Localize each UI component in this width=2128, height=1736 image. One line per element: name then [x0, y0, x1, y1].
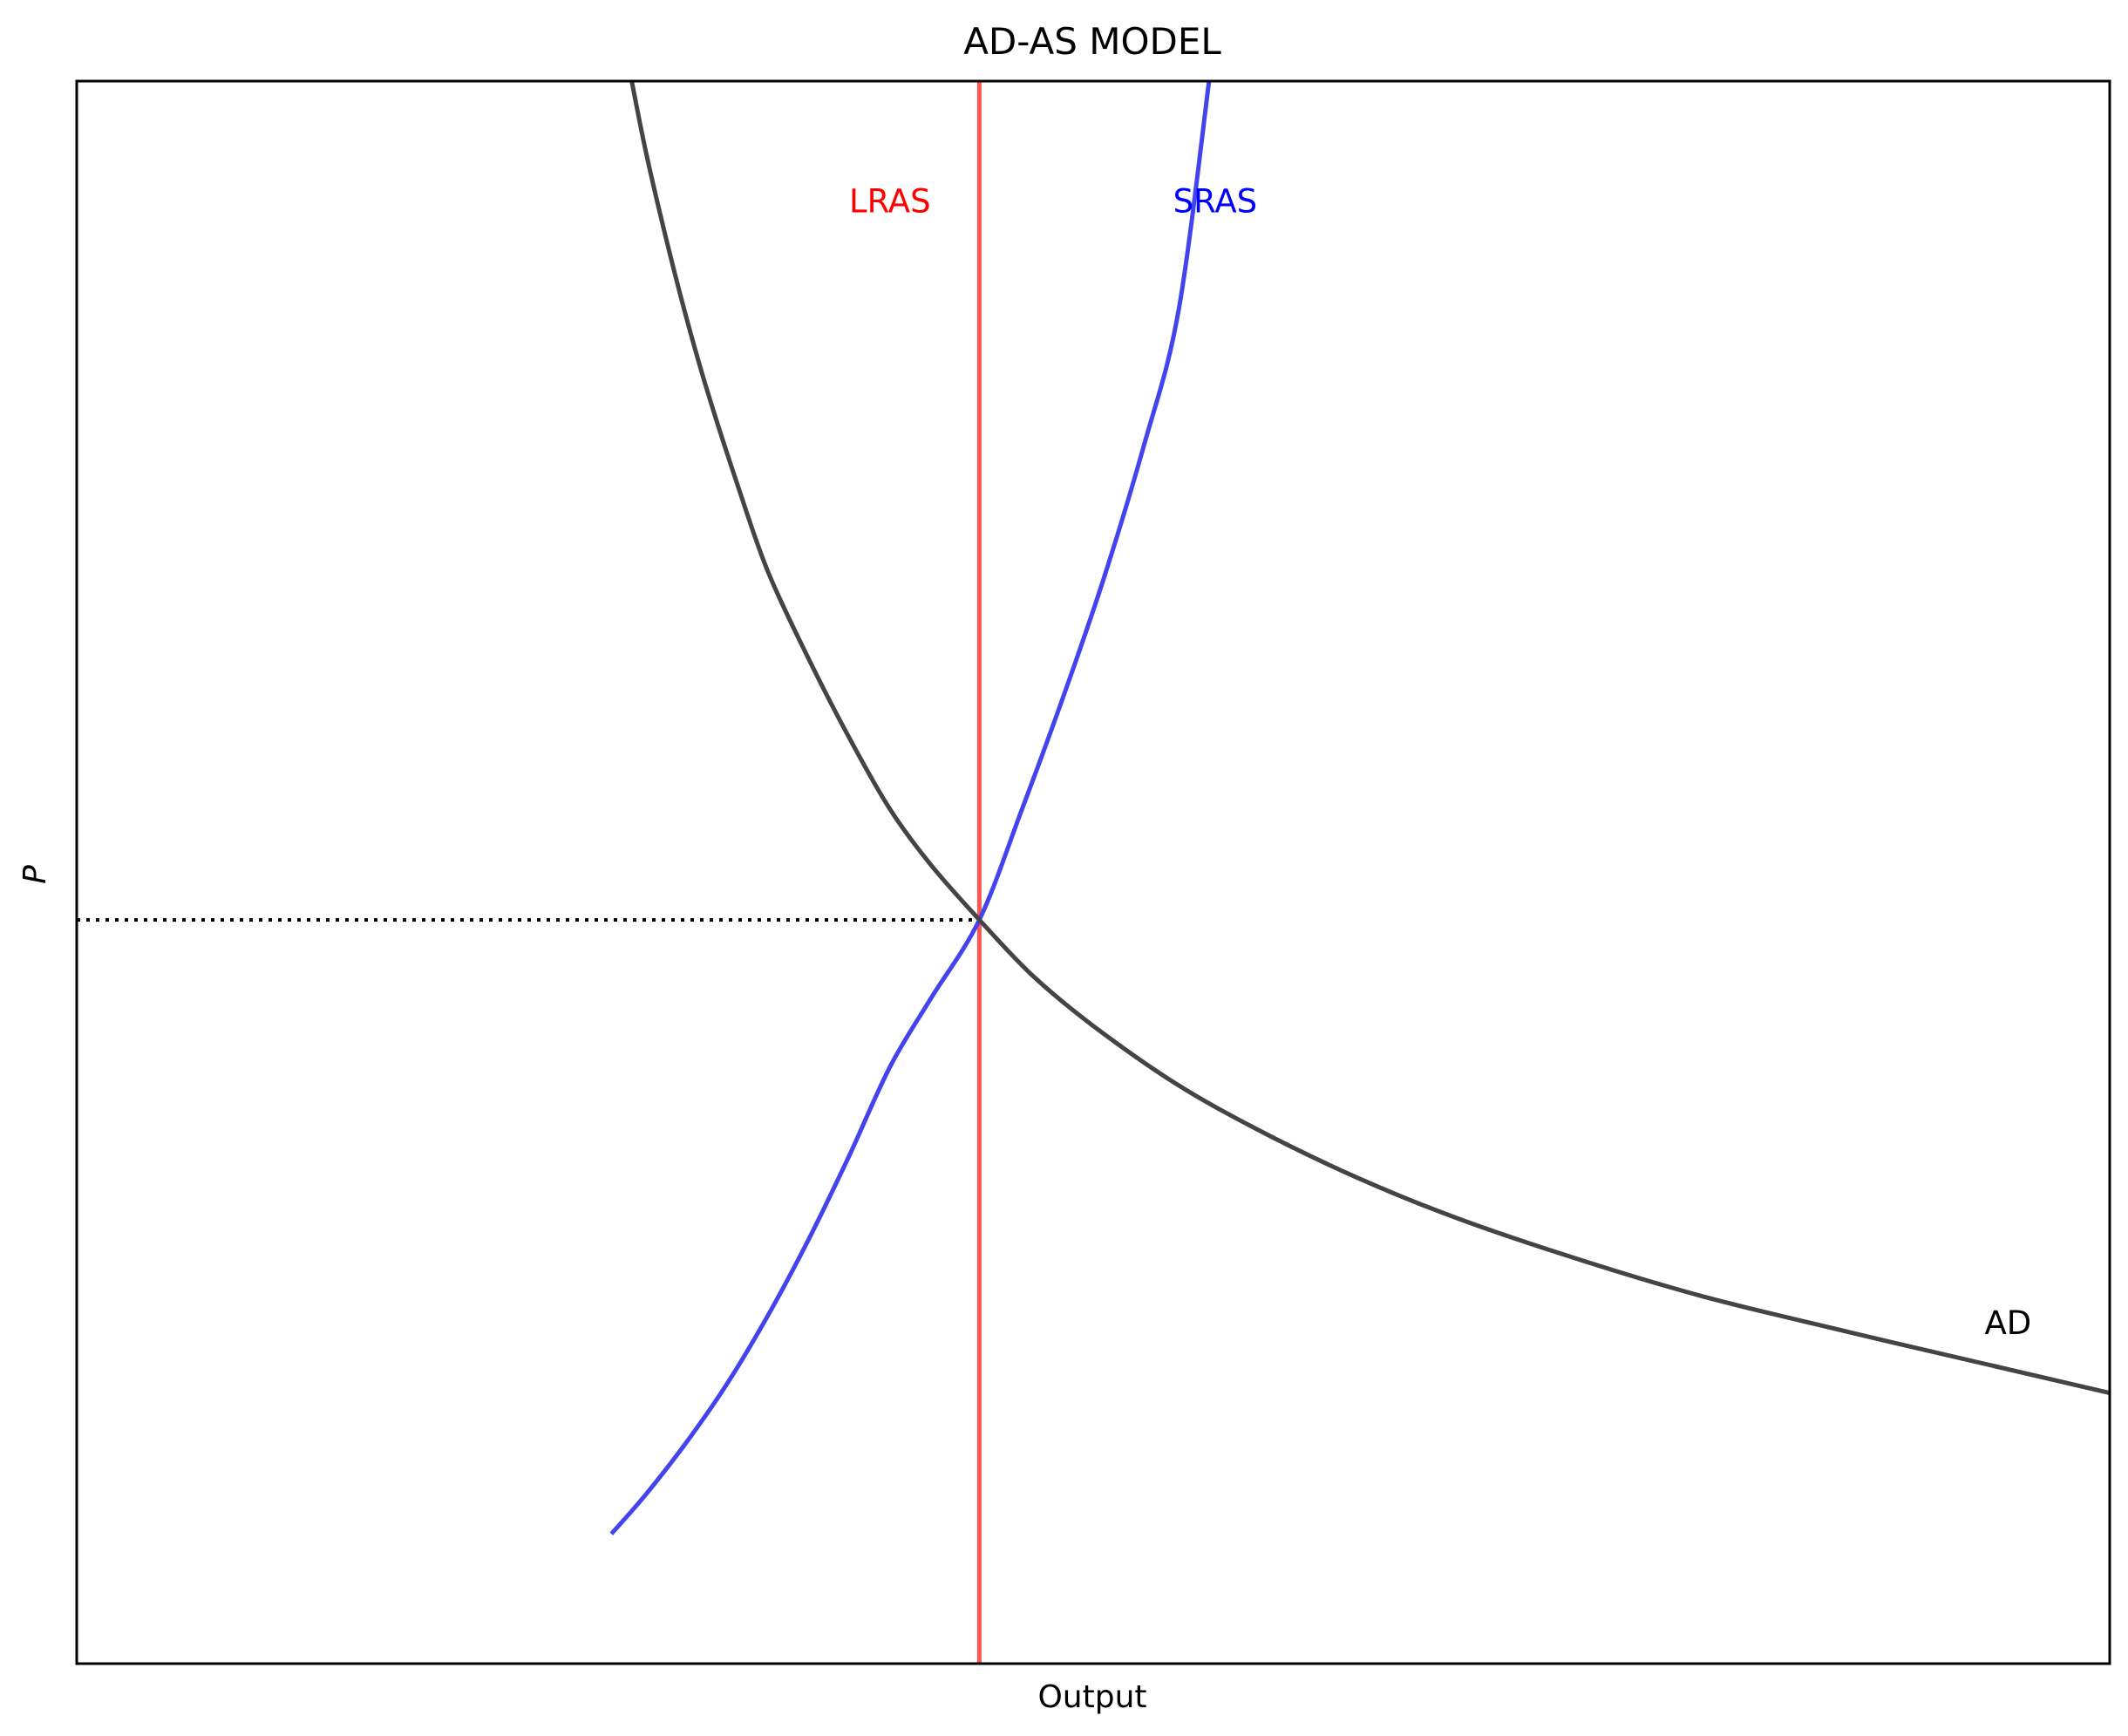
- series-line-ad: [629, 80, 2111, 1396]
- curve-label-lras: LRAS: [849, 182, 931, 220]
- plot-frame: [75, 79, 2111, 1665]
- plot-area: LRAS SRAS AD: [77, 80, 2111, 1664]
- chart-title: AD-AS MODEL: [963, 20, 1221, 63]
- curve-label-ad: AD: [1984, 1304, 2031, 1342]
- y-axis-label: P: [17, 865, 53, 884]
- curve-label-sras: SRAS: [1173, 182, 1258, 220]
- series-line-sras: [609, 80, 1212, 1535]
- x-axis-label: Output: [1037, 1679, 1146, 1715]
